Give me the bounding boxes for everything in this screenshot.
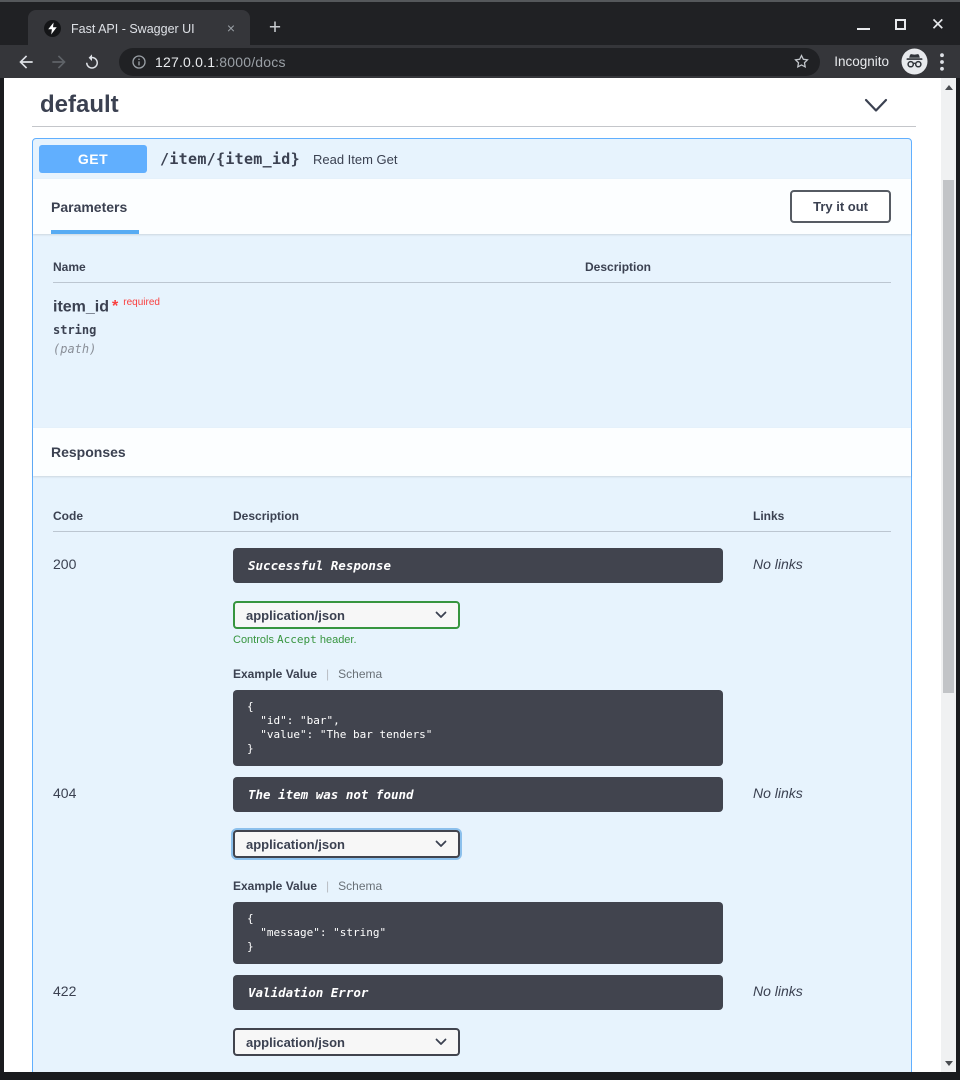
tab-close-button[interactable]: × xyxy=(226,19,236,36)
response-row-404: 404 The item was not found application/j… xyxy=(53,777,891,975)
example-code-block: { "id": "bar", "value": "The bar tenders… xyxy=(233,690,723,767)
back-button[interactable] xyxy=(14,50,38,74)
description-column-header: Description xyxy=(233,509,300,524)
kebab-menu-icon xyxy=(940,52,944,71)
parameters-table: Name Description item_id * required string… xyxy=(33,234,911,428)
model-example-tabs: Example Value | Schema xyxy=(233,667,753,681)
fastapi-favicon-icon xyxy=(44,20,61,37)
tab-title: Fast API - Swagger UI xyxy=(71,21,195,36)
response-description-cell: Validation Error application/json Exampl… xyxy=(233,975,753,1072)
forward-button[interactable] xyxy=(47,50,71,74)
description-column-header: Description xyxy=(585,260,652,274)
parameter-location: (path) xyxy=(53,342,97,357)
maximize-button[interactable] xyxy=(894,19,906,30)
browser-tab[interactable]: Fast API - Swagger UI × xyxy=(28,10,250,47)
incognito-label: Incognito xyxy=(834,54,889,69)
media-type-select[interactable]: application/json xyxy=(233,601,460,630)
code-column-header: Code xyxy=(53,509,83,524)
scrollbar-down-button[interactable] xyxy=(941,1056,956,1070)
triangle-down-icon xyxy=(944,1060,953,1066)
browser-menu-button[interactable] xyxy=(940,52,944,71)
responses-table-header: Code Description Links xyxy=(53,509,891,533)
response-description-cell: Successful Response application/json Con… xyxy=(233,548,753,777)
tab-strip: Fast API - Swagger UI × + ✕ xyxy=(0,0,960,47)
forward-arrow-icon xyxy=(52,54,66,69)
parameter-type: string xyxy=(53,323,97,338)
response-description-box: Successful Response xyxy=(233,548,723,584)
section-title: default xyxy=(40,91,119,118)
http-method-badge: GET xyxy=(39,145,147,173)
select-chevron-icon xyxy=(435,1038,447,1046)
get-operation-block: GET /item/{item_id} Read Item Get Parame… xyxy=(32,138,912,1072)
response-code: 404 xyxy=(53,785,77,802)
select-chevron-icon xyxy=(435,840,447,848)
operation-summary[interactable]: GET /item/{item_id} Read Item Get xyxy=(33,139,911,179)
response-row-422: 422 Validation Error application/json Ex… xyxy=(53,975,891,1072)
swagger-page: default GET /item/{item_id} Read Item Ge… xyxy=(4,78,941,1072)
select-chevron-icon xyxy=(435,611,447,619)
tab-divider: | xyxy=(326,879,330,894)
endpoint-path: /item/{item_id} xyxy=(160,150,300,168)
reload-button[interactable] xyxy=(80,50,104,74)
response-links: No links xyxy=(753,785,803,802)
reload-icon xyxy=(86,53,98,69)
response-code: 200 xyxy=(53,556,77,573)
response-rows: 200 Successful Response application/json… xyxy=(53,532,891,1072)
response-links: No links xyxy=(753,556,803,573)
browser-toolbar: 127.0.0.1:8000/docs Incognito xyxy=(0,45,960,78)
name-column-header: Name xyxy=(53,260,86,274)
example-value-tab[interactable]: Example Value xyxy=(233,879,318,894)
tag-section-header[interactable]: default xyxy=(4,78,941,126)
required-asterisk: * xyxy=(112,298,119,316)
try-it-out-button[interactable]: Try it out xyxy=(790,190,891,223)
parameters-header: Parameters Try it out xyxy=(33,179,911,234)
parameters-title: Parameters xyxy=(51,198,128,215)
url-bar[interactable]: 127.0.0.1:8000/docs xyxy=(119,47,821,76)
scrollbar-thumb[interactable] xyxy=(943,180,954,693)
parameter-row: item_id * required string (path) xyxy=(53,283,891,428)
schema-tab[interactable]: Schema xyxy=(338,667,383,682)
required-label: required xyxy=(123,297,160,308)
new-tab-button[interactable]: + xyxy=(268,16,282,39)
links-column-header: Links xyxy=(753,509,785,524)
response-description-box: Validation Error xyxy=(233,975,723,1011)
response-description-box: The item was not found xyxy=(233,777,723,813)
schema-tab[interactable]: Schema xyxy=(338,879,383,894)
active-tab-underline xyxy=(51,230,139,234)
response-description-cell: The item was not found application/json … xyxy=(233,777,753,975)
chevron-down-icon[interactable] xyxy=(864,98,888,113)
example-code-block: { "message": "string" } xyxy=(233,902,723,965)
back-arrow-icon xyxy=(19,54,33,69)
bookmark-star-icon[interactable] xyxy=(793,53,810,70)
responses-title: Responses xyxy=(51,444,126,461)
url-text: 127.0.0.1:8000/docs xyxy=(155,53,286,70)
section-divider xyxy=(32,126,916,127)
response-row-200: 200 Successful Response application/json… xyxy=(53,548,891,777)
incognito-badge-icon xyxy=(901,48,928,75)
media-type-select[interactable]: application/json xyxy=(233,1028,460,1057)
response-code: 422 xyxy=(53,983,77,1000)
close-window-button[interactable]: ✕ xyxy=(930,14,945,34)
example-value-tab[interactable]: Example Value xyxy=(233,667,318,682)
response-links: No links xyxy=(753,983,803,1000)
scrollbar-up-button[interactable] xyxy=(941,80,956,94)
model-example-tabs: Example Value | Schema xyxy=(233,879,753,893)
page-scrollbar[interactable] xyxy=(941,78,956,1072)
minimize-button[interactable] xyxy=(856,27,870,30)
responses-header: Responses xyxy=(33,428,911,477)
endpoint-summary: Read Item Get xyxy=(312,151,398,167)
triangle-up-icon xyxy=(944,84,953,90)
responses-table: Code Description Links 200 Successful Re… xyxy=(33,476,911,1072)
window-controls: ✕ xyxy=(856,4,960,45)
accept-header-note: Controls Accept header. xyxy=(233,633,357,647)
parameters-table-header: Name Description xyxy=(53,260,891,283)
tab-divider: | xyxy=(326,667,330,682)
page-info-icon[interactable] xyxy=(131,54,147,70)
parameter-name: item_id * required xyxy=(53,297,160,316)
media-type-select[interactable]: application/json xyxy=(233,830,460,859)
